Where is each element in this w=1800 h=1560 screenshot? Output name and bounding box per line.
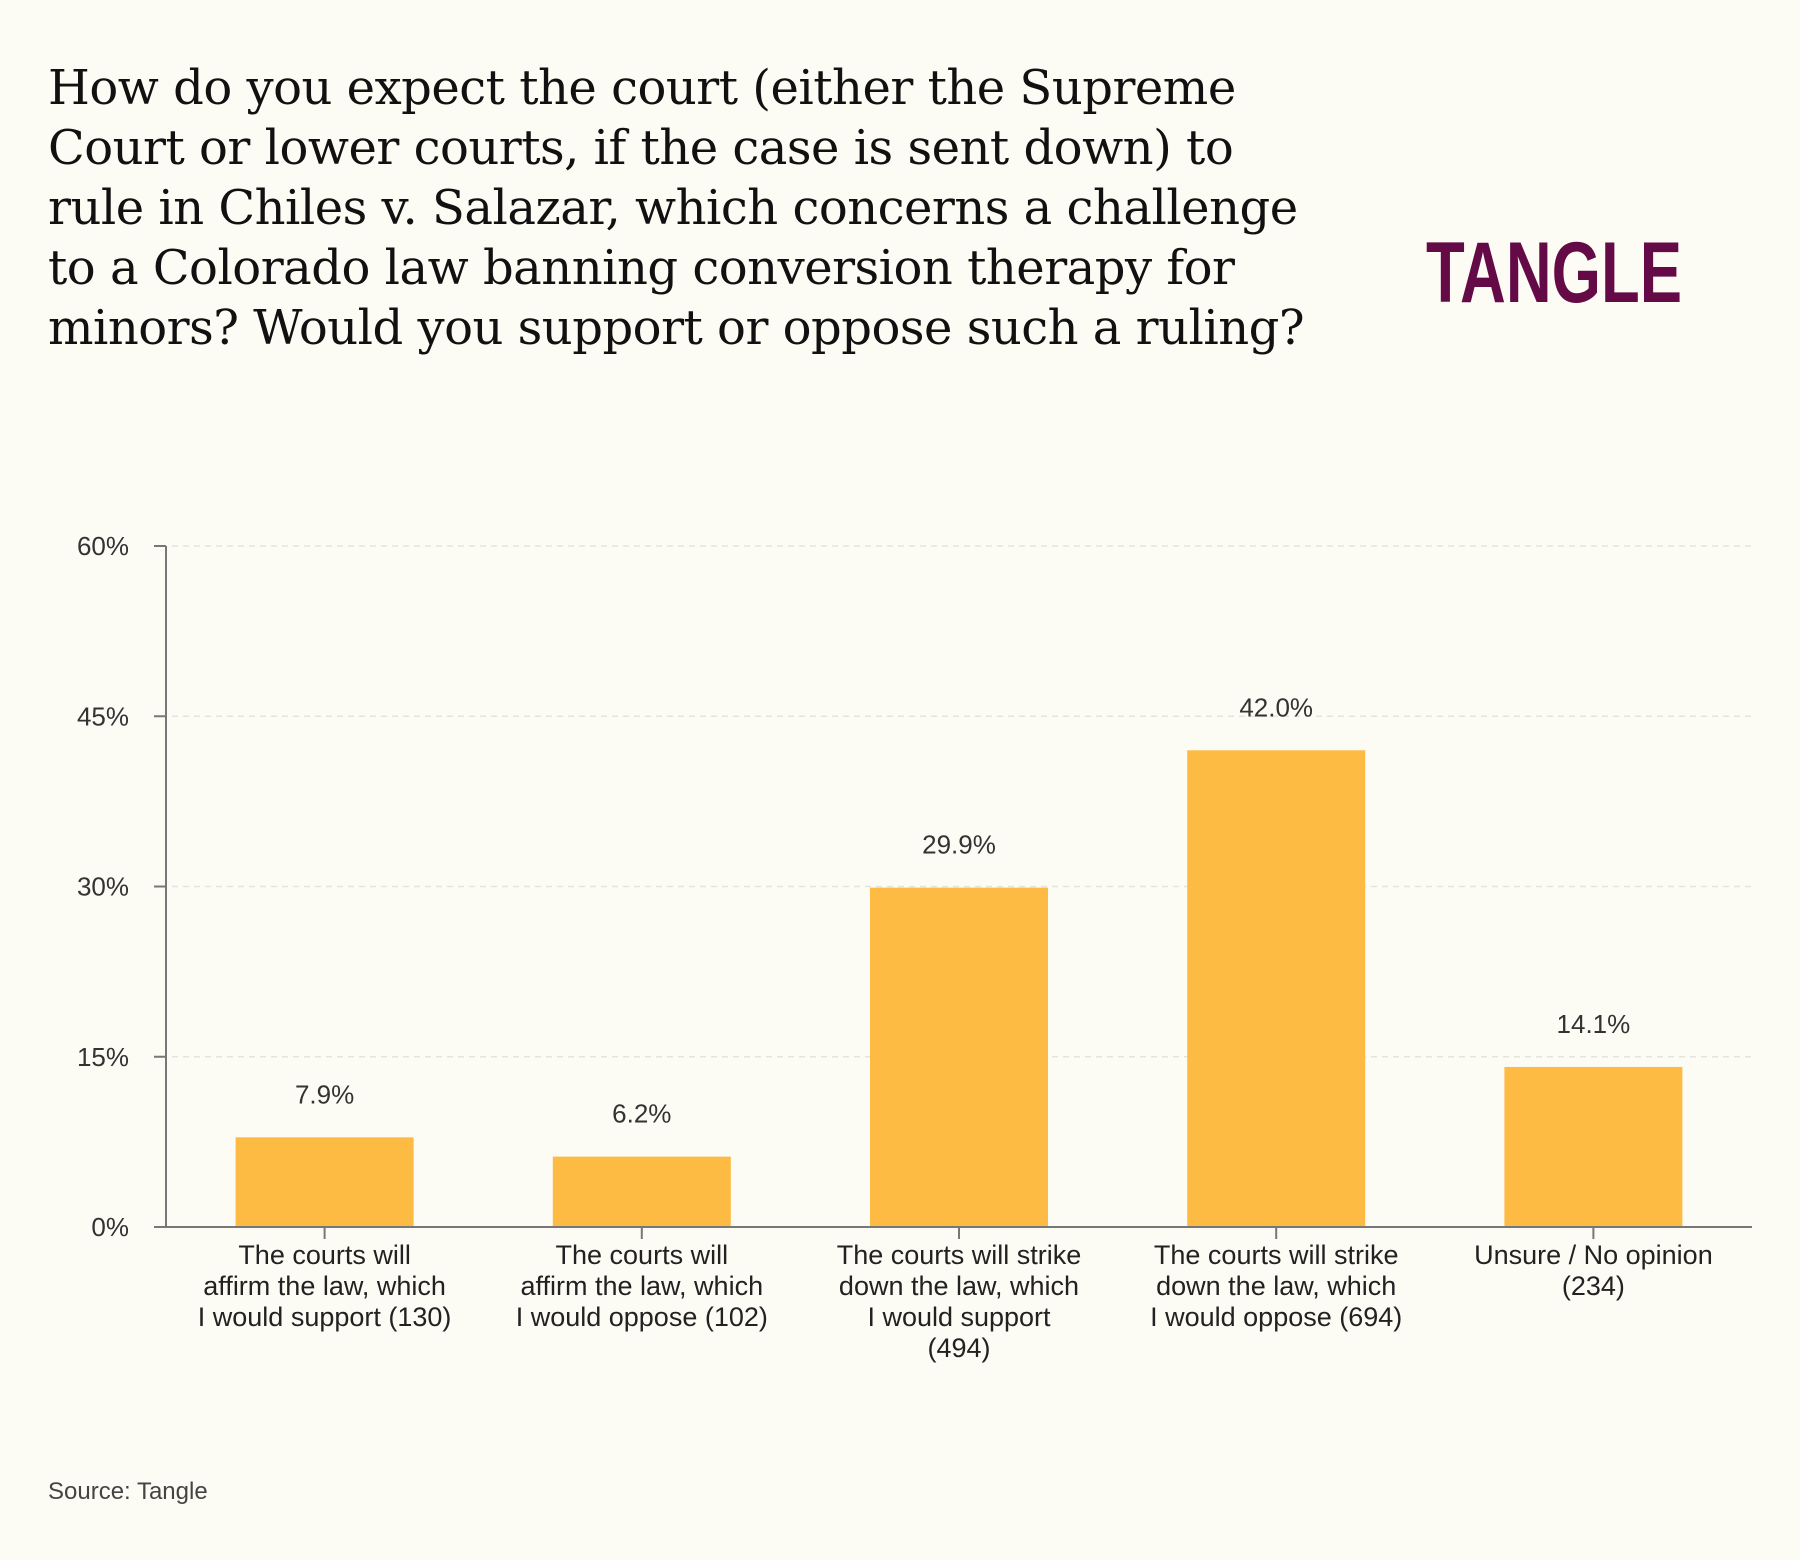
source-note: Source: Tangle	[48, 1478, 208, 1505]
x-category-label-line: The courts will strike	[1154, 1240, 1399, 1270]
y-axis: 0% 15% 30% 45% 60%	[77, 531, 167, 1242]
bars: 7.9% 6.2% 29.9% 42.0% 14.1%	[235, 692, 1683, 1227]
x-category-label-line: down the law, which	[1156, 1271, 1396, 1301]
y-tick-label: 60%	[77, 531, 129, 561]
x-category-label-line: I would support (130)	[198, 1302, 452, 1332]
x-category-label-line: affirm the law, which	[520, 1271, 763, 1301]
x-category-label: The courts will strike down the law, whic…	[1150, 1240, 1402, 1332]
bar-value-label: 14.1%	[1557, 1009, 1631, 1039]
y-tick-label: 45%	[77, 701, 129, 731]
bar	[1187, 750, 1366, 1227]
x-category-label-line: I would oppose (694)	[1150, 1302, 1402, 1332]
x-axis: The courts will affirm the law, which I wo…	[154, 1226, 1752, 1363]
x-category-label-line: (494)	[927, 1333, 990, 1363]
bar-value-label: 6.2%	[612, 1099, 671, 1129]
x-category-label-line: Unsure / No opinion	[1474, 1240, 1713, 1270]
x-category-label-line: The courts will strike	[837, 1240, 1082, 1270]
x-category-label-line: (234)	[1562, 1271, 1625, 1301]
x-category-label-line: I would support	[867, 1302, 1051, 1332]
bar-value-label: 29.9%	[922, 830, 996, 860]
x-category-label: Unsure / No opinion (234)	[1474, 1240, 1713, 1301]
x-category-label-line: down the law, which	[839, 1271, 1079, 1301]
x-category-label-line: The courts will	[238, 1240, 411, 1270]
x-category-label-line: I would oppose (102)	[516, 1302, 768, 1332]
x-category-label: The courts will strike down the law, whic…	[837, 1240, 1082, 1363]
x-category-label: The courts will affirm the law, which I wo…	[198, 1240, 452, 1332]
bar-chart: 0% 15% 30% 45% 60% 7.9% 6.2% 29.9% 42.0% 14.1% T…	[77, 531, 1752, 1363]
x-category-label-line: The courts will	[556, 1240, 729, 1270]
x-category-label: The courts will affirm the law, which I wo…	[516, 1240, 768, 1332]
y-tick-label: 0%	[91, 1212, 129, 1242]
bar	[870, 887, 1048, 1227]
y-tick-label: 15%	[77, 1042, 129, 1072]
logo-text: TANGLE	[1426, 230, 1682, 310]
bar	[235, 1137, 414, 1227]
x-category-label-line: affirm the law, which	[203, 1271, 446, 1301]
bar-value-label: 7.9%	[295, 1079, 354, 1109]
chart-title: How do you expect the court (either the …	[48, 60, 1305, 356]
bar	[552, 1156, 731, 1227]
y-tick-label: 30%	[77, 872, 129, 902]
tangle-logo: TANGLE	[1426, 230, 1682, 310]
bar-value-label: 42.0%	[1239, 692, 1313, 722]
bar	[1504, 1066, 1683, 1227]
